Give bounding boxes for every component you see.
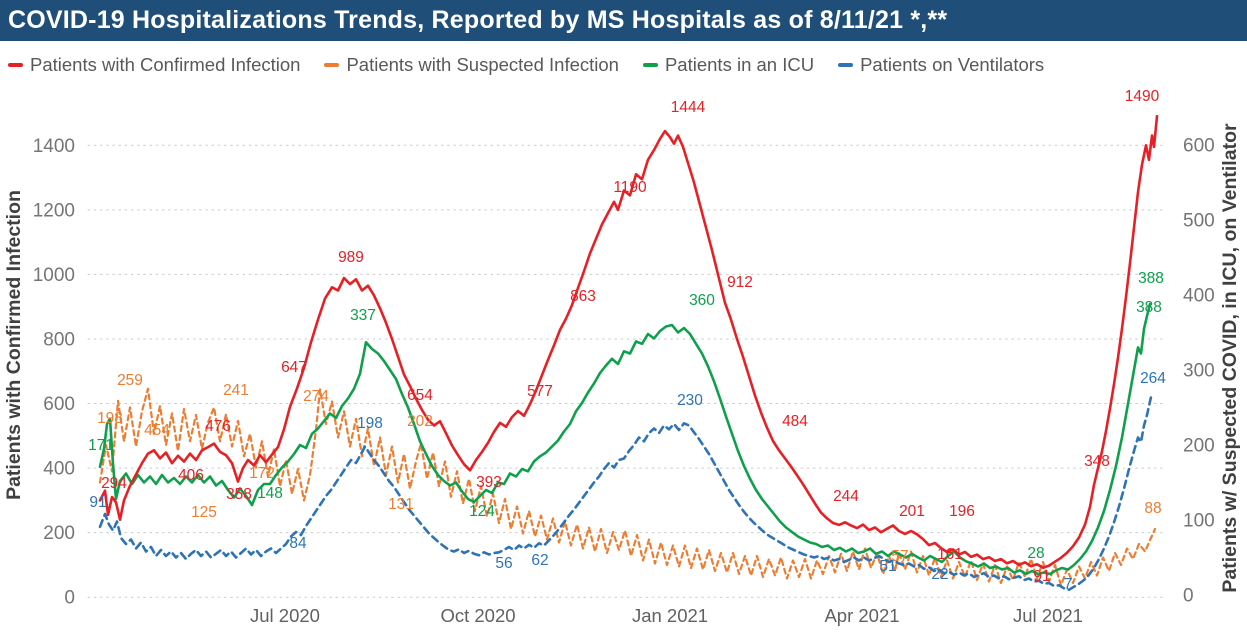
data-label-confirmed: 912 (727, 274, 753, 291)
suspected-series-marker-icon (324, 63, 340, 67)
data-label-suspected: 241 (223, 382, 249, 399)
data-label-confirmed: 989 (338, 249, 364, 266)
data-label-ventilators: 198 (357, 415, 383, 432)
data-label-confirmed: 577 (527, 383, 553, 400)
legend-item-ventilators: Patients on Ventilators (838, 54, 1044, 76)
data-label-suspected: 454 (144, 422, 170, 439)
data-label-icu: 337 (350, 307, 376, 324)
data-label-ventilators: 22 (931, 566, 948, 583)
data-label-confirmed: 196 (949, 503, 975, 520)
title-bar: COVID-19 Hospitalizations Trends, Report… (0, 0, 1247, 41)
data-label-confirmed: 294 (101, 475, 127, 492)
data-label-confirmed: 484 (782, 413, 808, 430)
data-label-confirmed: 348 (1084, 453, 1110, 470)
legend-label-ventilators: Patients on Ventilators (860, 54, 1045, 75)
x-axis-tick-label: Apr 2021 (824, 605, 899, 626)
ventilators-series-marker-icon (838, 63, 854, 67)
data-label-icu: 171 (88, 437, 114, 454)
x-axis-tick-label: Jan 2021 (632, 605, 708, 626)
data-label-ventilators: 230 (677, 392, 703, 409)
data-label-suspected: 57 (891, 548, 908, 565)
data-label-suspected: 88 (1144, 500, 1161, 517)
data-label-icu: 148 (257, 485, 283, 502)
legend-item-suspected: Patients with Suspected Infection (324, 54, 619, 76)
right-axis-tick-label: 500 (1183, 211, 1215, 232)
data-label-suspected: 274 (303, 388, 329, 405)
left-axis-tick-label: 800 (43, 329, 75, 350)
right-axis-tick-label: 300 (1183, 361, 1215, 382)
data-label-confirmed: 393 (476, 474, 502, 491)
data-label-confirmed: 654 (407, 387, 433, 404)
legend-item-icu: Patients in an ICU (642, 54, 815, 76)
data-label-suspected: 198 (97, 410, 123, 427)
legend: Patients with Confirmed Infection Patien… (8, 54, 1208, 76)
data-label-confirmed: 863 (570, 288, 596, 305)
data-label-suspected: 172 (249, 465, 275, 482)
data-label-confirmed: 647 (281, 359, 307, 376)
data-label-ventilators: 91 (89, 494, 106, 511)
data-label-suspected: 202 (407, 413, 433, 430)
left-axis-tick-label: 400 (43, 459, 75, 480)
data-label-icu: 124 (469, 503, 495, 520)
series-line-icu (98, 302, 1152, 576)
right-axis-tick-label: 200 (1183, 436, 1215, 457)
data-label-ventilators: 84 (289, 535, 307, 552)
data-label-icu: 28 (1027, 545, 1044, 562)
left-axis-tick-label: 600 (43, 394, 75, 415)
data-label-suspected: 125 (191, 504, 217, 521)
left-axis-title: Patients with Confirmed Infection (3, 190, 25, 500)
series-line-ventilators (98, 395, 1153, 592)
right-axis-tick-label: 100 (1183, 511, 1215, 532)
series-line-suspected (98, 387, 1157, 587)
data-label-confirmed: 1190 (613, 179, 647, 196)
legend-item-confirmed: Patients with Confirmed Infection (8, 54, 300, 76)
right-axis-tick-label: 0 (1183, 586, 1194, 607)
right-axis-tick-label: 600 (1183, 136, 1215, 157)
x-axis-tick-label: Oct 2020 (440, 605, 515, 626)
legend-label-confirmed: Patients with Confirmed Infection (30, 54, 301, 75)
data-label-suspected: 131 (388, 496, 414, 513)
confirmed-series-marker-icon (8, 63, 23, 67)
legend-label-suspected: Patients with Suspected Infection (346, 54, 619, 75)
data-label-ventilators: 264 (1140, 370, 1166, 387)
left-axis-tick-label: 1000 (33, 265, 75, 286)
left-axis-tick-label: 200 (43, 523, 75, 544)
data-label-suspected: 259 (117, 372, 143, 389)
data-label-confirmed: 476 (205, 418, 231, 435)
page-title: COVID-19 Hospitalizations Trends, Report… (8, 6, 948, 34)
x-axis-tick-label: Jul 2020 (250, 605, 320, 626)
icu-series-marker-icon (642, 63, 658, 67)
data-label-confirmed: 201 (899, 503, 925, 520)
data-label-confirmed: 244 (833, 488, 859, 505)
data-label-ventilators: 7 (1064, 576, 1073, 593)
right-axis-tick-label: 400 (1183, 286, 1215, 307)
left-axis-tick-label: 0 (64, 588, 75, 609)
data-label-confirmed: 406 (178, 467, 204, 484)
data-label-confirmed: 91 (1033, 568, 1050, 585)
data-label-icu: 360 (689, 292, 715, 309)
data-label-confirmed: 161 (937, 546, 963, 563)
legend-label-icu: Patients in an ICU (664, 54, 815, 75)
right-axis-title: Patients w/ Suspected COVID, in ICU, on … (1219, 123, 1241, 593)
left-axis-tick-label: 1200 (33, 200, 75, 221)
data-label-ventilators: 56 (495, 555, 512, 572)
data-label-ventilators: 51 (879, 558, 896, 575)
left-axis-tick-label: 1400 (33, 136, 75, 157)
data-label-icu: 388 (1136, 299, 1162, 316)
x-axis-tick-label: Jul 2021 (1013, 605, 1083, 626)
data-label-icu: 388 (1138, 270, 1164, 287)
data-label-ventilators: 62 (531, 552, 548, 569)
data-label-confirmed: 1444 (671, 99, 706, 116)
series-line-confirmed (98, 114, 1159, 570)
data-label-confirmed: 1490 (1125, 88, 1160, 105)
data-label-confirmed: 358 (226, 486, 252, 503)
